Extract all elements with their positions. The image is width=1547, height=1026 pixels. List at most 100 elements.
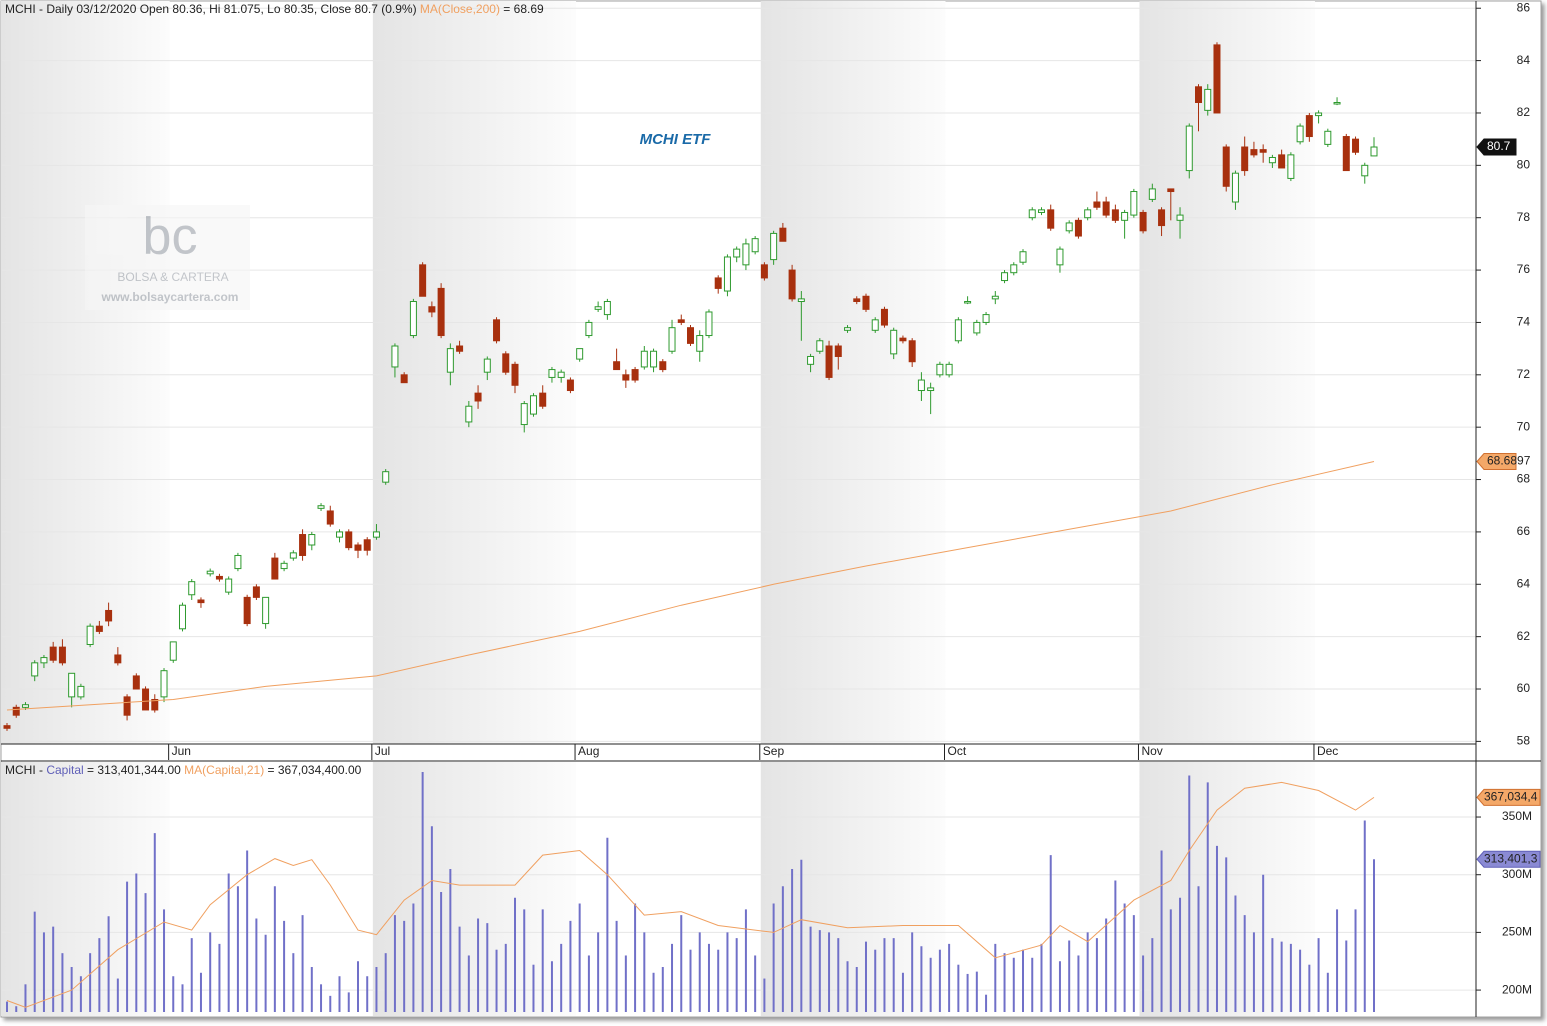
candle-body — [640, 350, 648, 368]
x-tick-label: Nov — [1141, 744, 1162, 758]
candle-body — [529, 395, 537, 415]
candle-body — [1259, 149, 1267, 153]
candle-body — [742, 243, 750, 266]
y-tick-label: 68 — [1517, 472, 1531, 486]
candle-body — [1361, 164, 1369, 177]
watermark-name: BOLSA & CARTERA — [117, 270, 228, 284]
candle-body — [21, 704, 29, 708]
candle-body — [1324, 130, 1332, 145]
candle-body — [354, 544, 362, 551]
candle-body — [299, 534, 307, 556]
candle-body — [31, 662, 39, 677]
candle-body — [1342, 136, 1350, 172]
x-tick-label: Sep — [763, 744, 785, 758]
candle-body — [160, 670, 168, 698]
candle-body — [1287, 154, 1295, 179]
candle-body — [631, 369, 639, 381]
candle-body — [1148, 188, 1156, 200]
candle-body — [1167, 188, 1175, 193]
month-band — [1, 762, 170, 1016]
y-tick-label: 62 — [1517, 629, 1531, 643]
candle-body — [1315, 112, 1323, 117]
y-tick-label: 76 — [1517, 262, 1531, 276]
header-part: Capital — [46, 763, 83, 777]
candle-body — [677, 319, 685, 323]
candle-body — [1250, 149, 1258, 156]
candle-body — [622, 374, 630, 381]
x-tick-label: Jun — [172, 744, 191, 758]
candle-body — [1111, 209, 1119, 221]
ma-tag-box — [1476, 788, 1541, 806]
candle-body — [456, 345, 464, 352]
price-tag: 80.7 — [1487, 139, 1511, 153]
y-tick-label: 74 — [1517, 315, 1531, 329]
candle-body — [437, 287, 445, 337]
candle-body — [345, 531, 353, 549]
candle-body — [1019, 251, 1027, 263]
candle-body — [871, 319, 879, 331]
candle-body — [493, 319, 501, 342]
candle-body — [1370, 146, 1378, 157]
candle-body — [687, 327, 694, 344]
candle-body — [1176, 214, 1184, 221]
candle-body — [705, 311, 713, 337]
candle-body — [317, 505, 325, 509]
candle-body — [696, 335, 704, 352]
candle-body — [511, 363, 519, 386]
y-tick-label: 80 — [1517, 158, 1531, 172]
candle-body — [816, 340, 824, 352]
candle-body — [862, 295, 870, 310]
header-part: MA(Capital,21) — [184, 763, 264, 777]
candle-body — [1065, 222, 1073, 232]
candle-body — [1296, 125, 1304, 143]
candle-body — [77, 685, 85, 698]
candle-body — [1130, 191, 1138, 216]
candle-body — [733, 248, 741, 258]
candle-body — [1047, 209, 1055, 229]
candle-body — [206, 570, 214, 575]
month-band — [1, 1, 170, 744]
candle-body — [1102, 201, 1110, 216]
candle-body — [853, 298, 861, 302]
x-tick-label: Oct — [948, 744, 967, 758]
candle-body — [520, 403, 528, 426]
candle-body — [262, 596, 270, 625]
candle-body — [419, 264, 427, 297]
candle-body — [409, 300, 417, 337]
candle-body — [105, 609, 113, 622]
candle-body — [1305, 115, 1313, 138]
candle-body — [585, 321, 593, 337]
candle-body — [594, 306, 602, 310]
candle-body — [502, 353, 510, 373]
candle-body — [982, 314, 990, 323]
value-tag-box — [1476, 850, 1541, 868]
candle-body — [714, 277, 722, 289]
candle-body — [770, 232, 778, 261]
candle-body — [1195, 86, 1203, 103]
candle-body — [1001, 272, 1009, 282]
candle-body — [973, 321, 981, 334]
candle-body — [252, 586, 260, 598]
candle-body — [400, 374, 408, 384]
month-band — [760, 762, 946, 1016]
candle-body — [899, 337, 907, 342]
x-tick-label: Jul — [375, 744, 390, 758]
candle-body — [382, 471, 390, 483]
y-tick-label: 70 — [1517, 419, 1531, 433]
candle-body — [603, 300, 611, 316]
candle-body — [95, 625, 103, 632]
candle-body — [391, 345, 399, 368]
candle-body — [1037, 209, 1045, 213]
candle-body — [483, 358, 491, 373]
candle-body — [1158, 209, 1166, 227]
candle-body — [1333, 101, 1341, 105]
candle-body — [3, 725, 11, 729]
header-ma-value: = 68.69 — [503, 2, 544, 16]
candle-body — [289, 552, 297, 559]
candle-body — [428, 306, 436, 313]
candle-body — [215, 575, 223, 580]
watermark-url: www.bolsaycartera.com — [101, 290, 239, 304]
y-tick-label: 84 — [1517, 53, 1531, 67]
